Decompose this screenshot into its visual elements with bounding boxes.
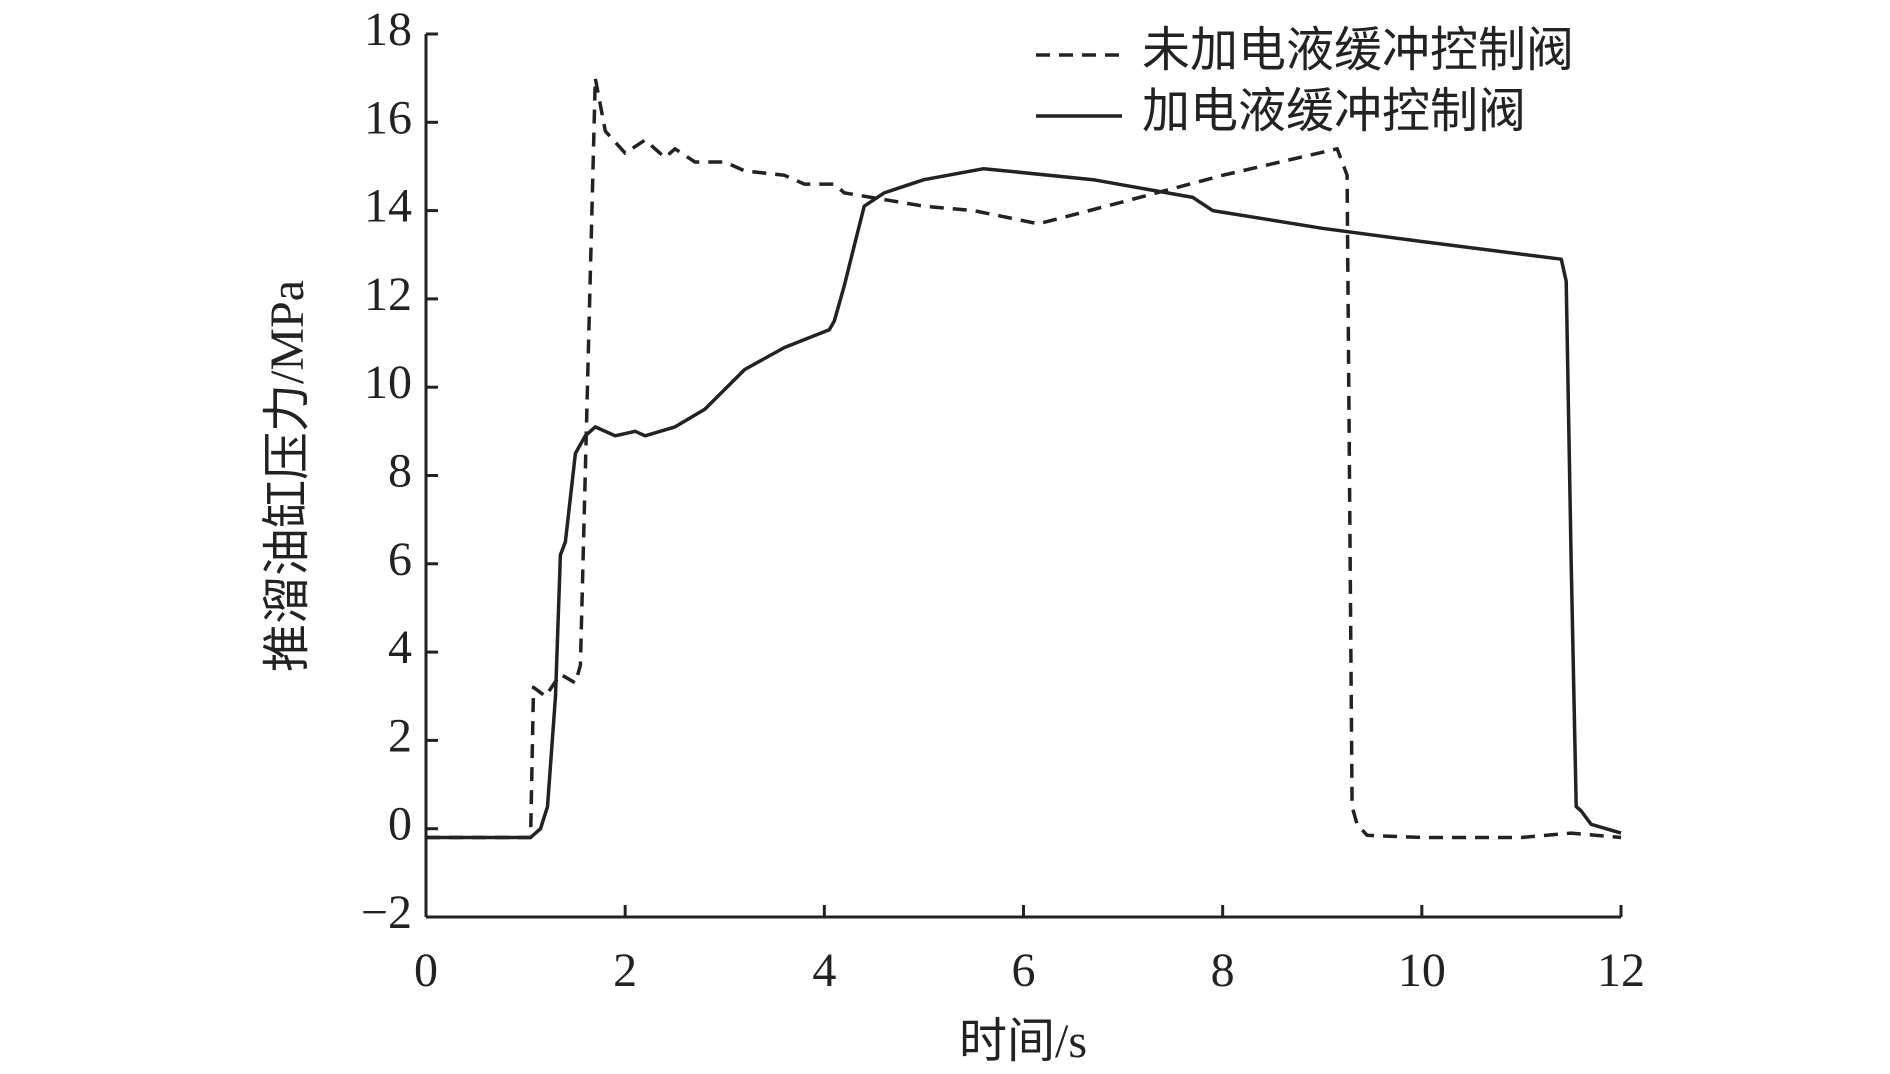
legend-label: 加电液缓冲控制阀 (1142, 85, 1526, 138)
data-line (426, 166, 1622, 840)
x-axis-label: 时间/s (959, 1015, 1087, 1068)
y-tick-label: 6 (388, 533, 412, 586)
x-tick-label: 0 (414, 944, 438, 997)
y-axis-label: 推溜油缸压力/MPa (261, 280, 314, 672)
x-tick-label: 8 (1211, 944, 1235, 997)
y-tick-label: 2 (388, 709, 412, 762)
x-tick-label: 4 (812, 944, 836, 997)
x-tick-label: 10 (1398, 944, 1446, 997)
y-tick-label: 14 (364, 180, 412, 233)
y-tick-label: 12 (364, 268, 412, 321)
y-tick-label: 10 (364, 356, 412, 409)
y-tick-label: 8 (388, 445, 412, 498)
y-tick-label: 16 (364, 91, 412, 144)
x-tick-label: 2 (613, 944, 637, 997)
x-tick-label: 6 (1012, 944, 1036, 997)
y-tick-label: 18 (364, 3, 412, 56)
y-tick-label: 0 (388, 798, 412, 851)
y-tick-label: 4 (388, 621, 412, 674)
y-tick-label: −2 (361, 886, 412, 939)
x-tick-label: 12 (1597, 944, 1645, 997)
legend-label: 未加电液缓冲控制阀 (1142, 24, 1574, 77)
data-line (426, 76, 1622, 840)
